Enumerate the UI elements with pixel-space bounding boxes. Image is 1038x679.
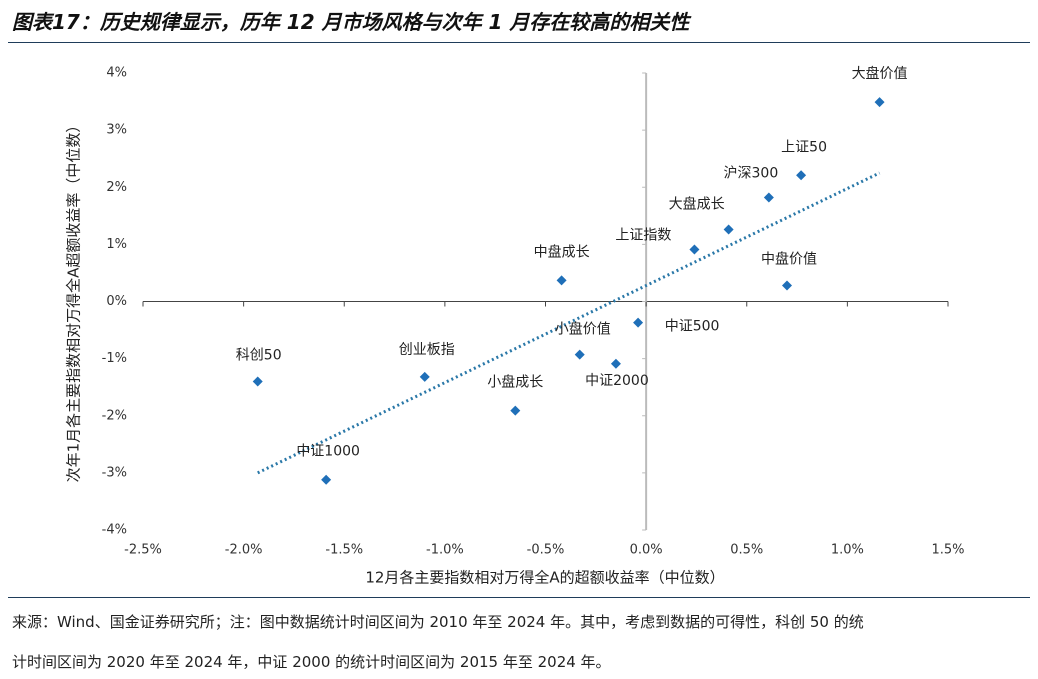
point	[723, 224, 734, 235]
point	[510, 405, 521, 416]
point	[252, 376, 263, 387]
x-tick-label: 0.0%	[630, 543, 663, 558]
point-label: 中证1000	[296, 444, 360, 460]
chart-title: 图表17：历史规律显示，历年 12 月市场风格与次年 1 月存在较高的相关性	[12, 10, 690, 34]
point	[874, 97, 885, 108]
point-label: 大盘价值	[852, 65, 908, 82]
point-label: 大盘成长	[669, 196, 725, 213]
y-tick-label: -2%	[102, 408, 127, 423]
x-axis-title: 12月各主要指数相对万得全A的超额收益率（中位数）	[365, 569, 724, 587]
point-label: 小盘成长	[487, 374, 543, 391]
point-label: 科创50	[236, 347, 282, 363]
point-label: 中盘成长	[534, 243, 590, 260]
y-tick-label: 1%	[106, 237, 127, 252]
x-tick-label: -0.5%	[527, 543, 565, 558]
title-rule	[8, 42, 1030, 43]
y-tick-label: 3%	[106, 123, 127, 138]
x-tick-label: -2.0%	[225, 543, 263, 558]
point-label: 上证50	[781, 139, 827, 155]
point	[574, 349, 585, 360]
point	[763, 192, 774, 203]
point-label: 上证指数	[615, 228, 671, 244]
point-label: 中证2000	[585, 373, 649, 389]
y-tick-label: -4%	[102, 523, 127, 538]
point	[419, 371, 430, 382]
point	[689, 244, 700, 255]
y-tick-label: 2%	[106, 180, 127, 195]
y-tick-label: -1%	[102, 351, 127, 366]
footnote: 来源：Wind、国金证券研究所；注：图中数据统计时间区间为 2010 年至 20…	[12, 613, 864, 631]
y-axis-title: 次年1月各主要指数相对万得全A超额收益率（中位数）	[65, 118, 83, 483]
point-label: 创业板指	[399, 342, 455, 358]
x-tick-label: -1.5%	[325, 543, 363, 558]
footnote: 计时间区间为 2020 年至 2024 年，中证 2000 的统计时间区间为 2…	[12, 653, 611, 671]
x-tick-label: -2.5%	[124, 543, 162, 558]
point	[782, 280, 792, 291]
y-tick-label: 0%	[106, 294, 127, 309]
point	[321, 474, 332, 485]
point-label: 小盘价值	[555, 321, 611, 338]
point-label: 中盘价值	[761, 251, 817, 268]
point	[610, 358, 621, 369]
x-tick-label: 1.5%	[931, 543, 964, 558]
trendline	[257, 171, 881, 475]
y-tick-label: -3%	[102, 465, 127, 480]
x-tick-label: -1.0%	[426, 543, 464, 558]
point	[556, 275, 567, 286]
point	[796, 170, 807, 181]
point-label: 中证500	[665, 319, 720, 335]
x-tick-label: 0.5%	[730, 543, 763, 558]
footer-rule	[8, 597, 1030, 598]
x-tick-label: 1.0%	[831, 543, 864, 558]
point	[633, 317, 644, 328]
point-label: 沪深300	[724, 166, 779, 182]
y-tick-label: 4%	[106, 66, 127, 81]
